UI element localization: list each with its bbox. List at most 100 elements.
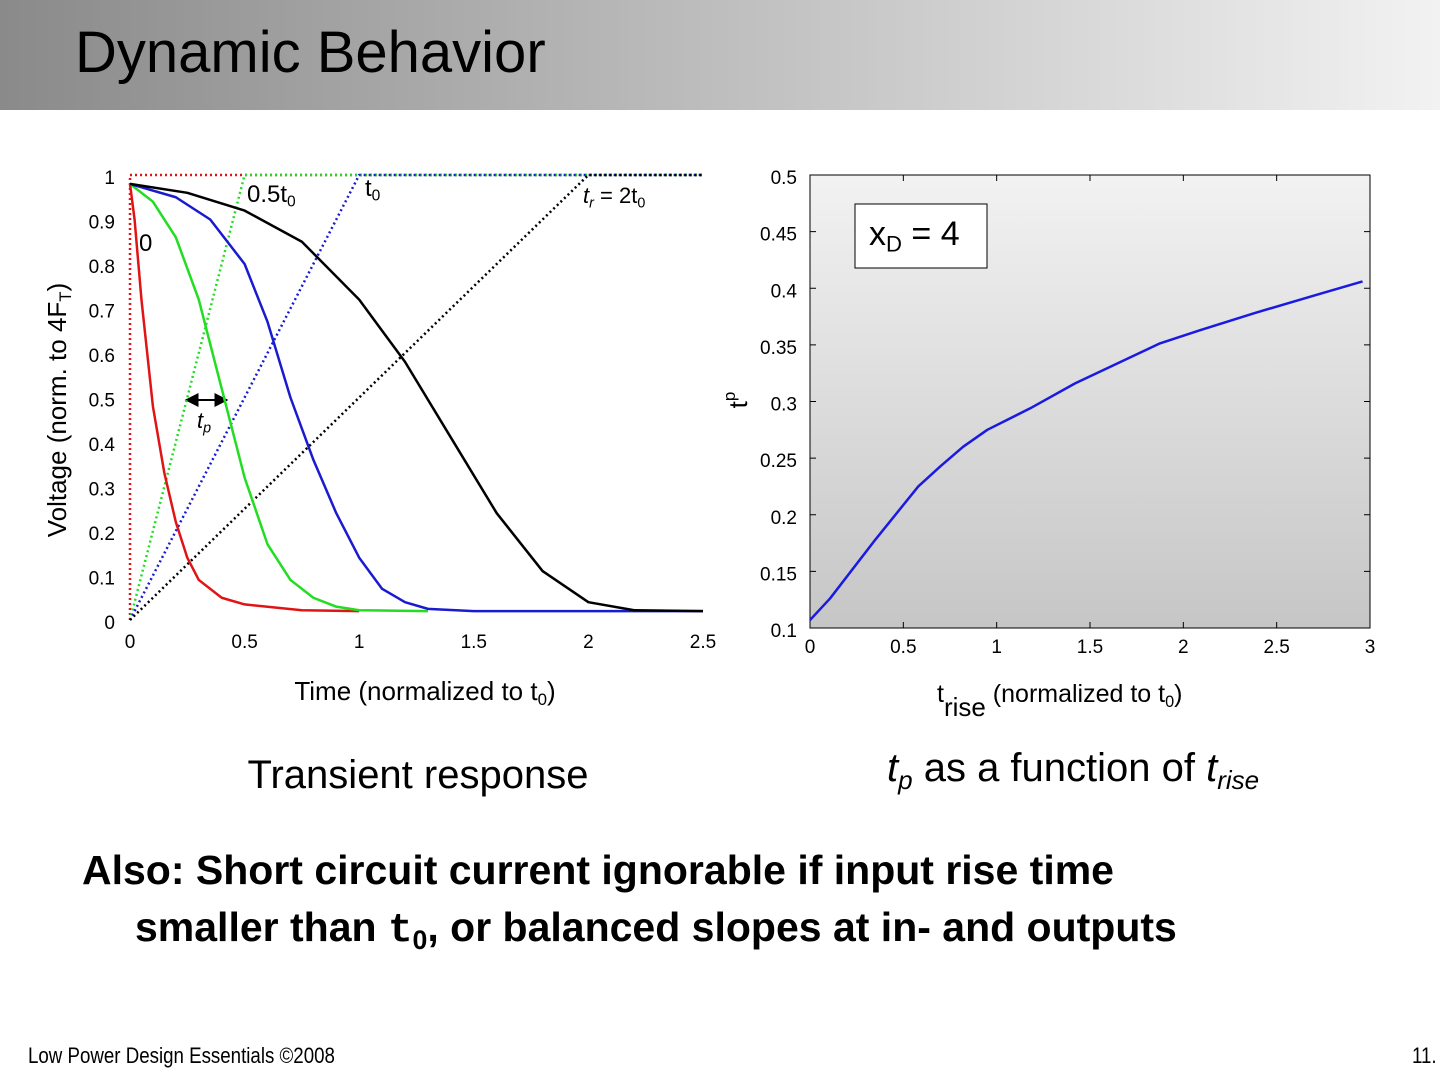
x-tick-label: 2: [1178, 637, 1189, 658]
note-line: smaller than t0, or balanced slopes at i…: [135, 904, 1177, 955]
slide-title: Dynamic Behavior: [75, 20, 546, 85]
y-tick-label: 0.35: [760, 338, 797, 359]
series-line: [128, 173, 703, 620]
label-sub: T: [56, 291, 76, 302]
x-tick-label: 0.5: [231, 632, 257, 653]
x-tick-label: 0.5: [890, 637, 916, 658]
note-text: Also: Short circuit current ignorable if…: [82, 847, 1114, 893]
label-sub: 0: [537, 690, 547, 710]
label-sub: rise: [943, 692, 986, 722]
annotation-sub: r: [589, 195, 594, 212]
y-tick-label: 0.5: [771, 168, 797, 189]
y-tick-label: 0.3: [771, 395, 797, 416]
caption-text: as a function of: [912, 746, 1207, 790]
label-part: Time (normalized to t: [294, 676, 538, 706]
annotation-text: = 2t: [593, 183, 638, 208]
y-tick-label: 0.45: [760, 225, 797, 246]
annotation-text: 0.5t: [247, 181, 288, 208]
annotation: 0: [139, 232, 152, 256]
y-tick-label: 0.25: [760, 451, 797, 472]
y-tick-label: 0.15: [760, 564, 797, 585]
label-part: Voltage (norm. to 4F: [42, 301, 72, 538]
note-symbol: t: [387, 908, 413, 954]
footer-right: 11.: [1412, 1045, 1437, 1067]
annotation-sub: 0: [637, 195, 646, 212]
series-line: [128, 173, 703, 621]
annotation: t0: [365, 175, 380, 204]
y-tick-label: 0.8: [89, 257, 115, 278]
y-tick-label: 0.2: [89, 524, 115, 545]
note-sub: 0: [412, 924, 428, 955]
label-part: t: [937, 680, 944, 708]
label-sub: 0: [1165, 692, 1175, 711]
x-axis-label: trise (normalized to t0): [937, 680, 1183, 721]
caption-sub: rise: [1217, 764, 1260, 795]
y-tick-label: 0.7: [89, 302, 115, 323]
annotation-text: 0: [139, 230, 153, 257]
label-box: [854, 203, 988, 269]
y-tick-label: 1: [104, 168, 115, 189]
header-band: [0, 0, 1440, 110]
caption: tp as a function of trise: [887, 746, 1259, 793]
x-axis-label: Time (normalized to t0): [294, 676, 556, 708]
x-tick-label: 3: [1365, 637, 1376, 658]
x-tick-label: 2.5: [690, 632, 716, 653]
annotation-text: t: [365, 175, 372, 202]
label-part: = 4: [901, 215, 960, 253]
annotation: 0.5t0: [247, 181, 296, 210]
y-tick-label: 0.4: [89, 435, 116, 456]
series-line: [128, 183, 360, 613]
footer-text: Low Power Design Essentials ©2008: [28, 1043, 335, 1068]
annotation-text: t: [197, 408, 204, 433]
annotation-sub: p: [203, 420, 212, 437]
x-tick-label: 2.5: [1263, 637, 1289, 658]
label-part: t: [723, 401, 753, 409]
caption-text: Transient response: [247, 753, 589, 797]
annotation: tr = 2t0: [583, 183, 645, 211]
label-part: ): [546, 676, 556, 706]
y-tick-label: 0.6: [89, 346, 115, 367]
series-line: [129, 182, 428, 613]
box-label: xD = 4: [869, 215, 960, 255]
y-tick-label: 0.3: [89, 480, 115, 501]
x-tick-label: 2: [583, 632, 594, 653]
caption-text: t: [887, 746, 899, 790]
series-line: [129, 182, 704, 613]
y-tick-label: 0.9: [89, 213, 115, 234]
label-part: ): [1174, 680, 1183, 708]
y-tick-label: 0: [104, 613, 115, 634]
label-sub: D: [886, 231, 902, 257]
note-text: smaller than: [135, 904, 388, 950]
y-tick-label: 0.2: [771, 508, 797, 529]
y-axis-label: tp: [720, 392, 753, 409]
label-part: x: [869, 215, 886, 253]
caption: Transient response: [248, 755, 589, 795]
y-tick-label: 0.1: [771, 621, 797, 642]
note-text: , or balanced slopes at in- and outputs: [427, 904, 1177, 950]
y-tick-label: 0.5: [89, 391, 115, 412]
caption-sub: p: [898, 764, 913, 795]
label-part: (normalized to t: [985, 680, 1166, 708]
label-part: ): [42, 282, 72, 292]
y-axis-label: Voltage (norm. to 4FT): [42, 282, 75, 538]
x-tick-label: 0: [125, 632, 136, 653]
y-tick-label: 0.1: [89, 569, 115, 590]
note-line: Also: Short circuit current ignorable if…: [82, 850, 1114, 891]
x-tick-label: 1.5: [1077, 637, 1103, 658]
label-sub: p: [720, 391, 739, 402]
x-tick-label: 1: [991, 637, 1002, 658]
annotation: tp: [197, 408, 211, 436]
series-line: [129, 182, 703, 613]
page-number: 11.: [1412, 1043, 1437, 1068]
series-line: [129, 173, 703, 621]
annotation-sub: 0: [371, 187, 381, 205]
annotation-sub: 0: [287, 193, 296, 211]
series-line: [128, 173, 703, 621]
x-tick-label: 0: [805, 637, 816, 658]
footer-left: Low Power Design Essentials ©2008: [28, 1045, 335, 1067]
caption-text: t: [1206, 746, 1218, 790]
y-tick-label: 0.4: [771, 281, 798, 302]
x-tick-label: 1.5: [461, 632, 487, 653]
